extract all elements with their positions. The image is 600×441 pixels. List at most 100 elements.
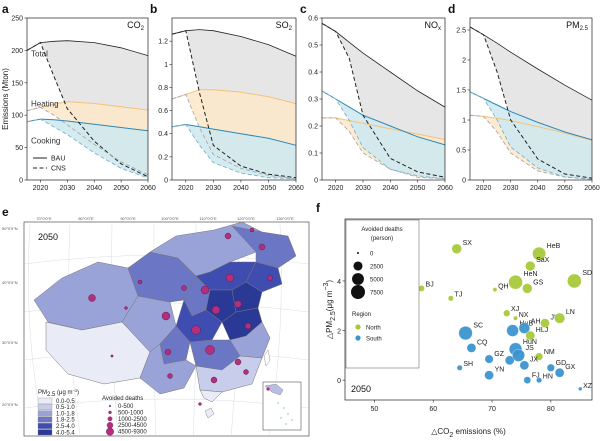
- region-legend-label-north: North: [366, 326, 381, 332]
- cooking-reduction-area: [470, 91, 592, 180]
- death-marker: [244, 322, 252, 330]
- y-tick-label: 0.6: [308, 16, 318, 23]
- point-label-sc: SC: [473, 322, 483, 329]
- deaths-legend-marker: [106, 422, 114, 429]
- plot-frame: [26, 17, 149, 181]
- point-label-hen: HeN: [524, 271, 538, 278]
- pm-legend-label: 1.8-2.5: [56, 418, 75, 424]
- cooking-cns-line: [26, 118, 149, 179]
- point-label-jx: JX: [530, 357, 539, 364]
- deaths-legend-title: Avoided deaths: [102, 396, 143, 402]
- death-marker: [167, 373, 173, 379]
- point-label-sh: SH: [463, 361, 473, 368]
- x-tick-label: 2060: [584, 185, 600, 192]
- region-legend-title: Region: [352, 312, 371, 318]
- point-label-sx: SX: [463, 240, 473, 247]
- y-tick-label: 0.4: [308, 70, 318, 77]
- deaths-legend-label: 500-1000: [118, 410, 144, 416]
- point-xj: [503, 309, 511, 317]
- pm-legend-swatch: [37, 429, 53, 436]
- x-tick-label: 80: [547, 406, 555, 413]
- panel-e-map: e 2050 70°0'0"E 80°0'0"E 90°0'0"E 100°0'0"E…: [2, 205, 310, 437]
- point-label-heb: HeB: [547, 243, 561, 250]
- size-legend-unit: (person): [371, 236, 393, 242]
- heating-cns-line: [26, 106, 149, 176]
- point-hen: [508, 275, 523, 290]
- y-tick-label: 0.5: [456, 148, 466, 155]
- x-tick-label: 2040: [233, 185, 249, 192]
- point-label-cq: CQ: [477, 339, 488, 346]
- point-gd: [546, 363, 555, 372]
- panel-title-sub: 2.5: [580, 26, 589, 32]
- panel-title: SO2: [276, 20, 293, 32]
- panel-title-main: PM: [566, 20, 580, 30]
- deaths-legend: Avoided deaths 0-500500-10001000-2500250…: [102, 396, 147, 436]
- point-label-hun: HuN: [523, 339, 537, 346]
- point-tj: [448, 295, 454, 302]
- point-qh: [492, 287, 498, 292]
- cooking-cns-line: [171, 124, 297, 180]
- death-marker: [211, 305, 221, 315]
- pm-legend-swatch: [37, 416, 53, 423]
- deaths-legend-marker: [108, 410, 112, 415]
- latitude-label: 40°0'0"N: [2, 280, 18, 285]
- death-marker: [110, 354, 114, 358]
- pm-legend-swatch: [37, 397, 53, 404]
- map-year: 2050: [38, 232, 58, 242]
- death-marker: [161, 311, 171, 321]
- longitude-label: 130°0'0"E: [276, 216, 294, 221]
- point-cq: [466, 343, 477, 353]
- x-tick-label: 2020: [328, 185, 344, 192]
- death-marker: [191, 325, 201, 335]
- province-hainan: [204, 407, 215, 419]
- deaths-legend-label: 0-500: [118, 404, 134, 410]
- point-hn: [536, 377, 542, 384]
- x-tick-label: 2020: [476, 185, 492, 192]
- panel-title: NOx: [425, 20, 442, 32]
- pm-legend-label: 1.0-1.8: [56, 411, 75, 417]
- annotation-cooking: Cooking: [31, 137, 60, 146]
- x-tick-label: 2060: [140, 185, 156, 192]
- panel-label-a: a: [2, 2, 9, 16]
- total-cns-line: [469, 26, 593, 179]
- x-tick-label: 2040: [86, 185, 102, 192]
- panel-title: PM2.5: [566, 20, 589, 32]
- y-tick-label: 1: [164, 62, 168, 69]
- y-tick-label: 0: [337, 378, 341, 385]
- total-cns-line: [171, 30, 297, 179]
- pm-legend-title: PM2.5 (μg m−3): [38, 388, 79, 398]
- y-tick-label: 0: [164, 178, 168, 185]
- point-label-ah: AH: [531, 319, 541, 326]
- region-legend-marker-north: [355, 324, 361, 330]
- cooking-reduction-area: [322, 90, 445, 179]
- pm-legend-label: 2.5-4.0: [56, 424, 75, 430]
- point-fj: [523, 376, 531, 384]
- point-heb: [532, 246, 546, 261]
- panel-c: c 2020 2030 2040 2050 2060 0 0.1 0.2 0.3 0.4 0.5 0.6…: [300, 2, 453, 192]
- pm-legend: PM2.5 (μg m−3) 0.0-0.50.5-1.01.0-1.81.8-…: [37, 388, 79, 436]
- point-nx: [513, 315, 518, 321]
- y-tick-label: 1: [462, 118, 466, 125]
- point-label-gs: GS: [533, 280, 543, 287]
- y-tick-label: 2: [337, 329, 341, 336]
- pm-legend-label: 0.5-1.0: [56, 405, 75, 411]
- y-tick-label: 150: [11, 80, 23, 87]
- panel-title-sub: x: [438, 26, 441, 32]
- point-label-bj: BJ: [426, 281, 434, 288]
- point-sh: [456, 364, 463, 371]
- latitude-label: 20°0'0"N: [2, 402, 18, 407]
- point-xz: [578, 386, 583, 391]
- x-tick-label: 2030: [206, 185, 222, 192]
- point-gx: [554, 368, 565, 378]
- death-marker: [198, 402, 202, 406]
- x-tick-label: 2050: [410, 185, 426, 192]
- size-legend-marker: [357, 252, 359, 254]
- panel-title-main: NO: [425, 20, 439, 30]
- x-tick-label: 2050: [261, 185, 277, 192]
- point-jx: [519, 360, 530, 370]
- panel-title: CO2: [127, 20, 145, 32]
- deaths-legend-marker: [106, 427, 114, 436]
- death-marker: [88, 294, 96, 302]
- pm-legend-swatch: [37, 404, 53, 410]
